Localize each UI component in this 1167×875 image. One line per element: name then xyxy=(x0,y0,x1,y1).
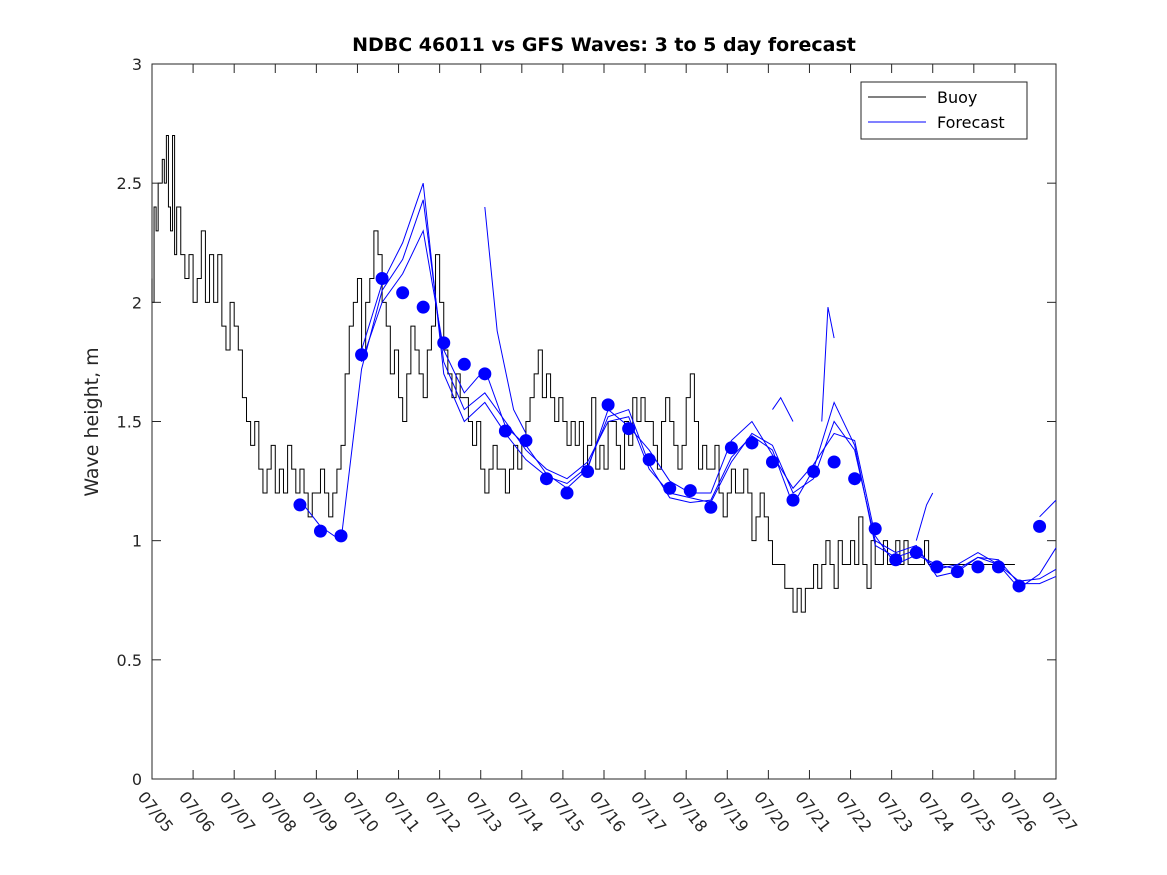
buoy-line xyxy=(151,135,1015,613)
forecast-point xyxy=(889,553,903,567)
forecast-point xyxy=(663,481,677,495)
forecast-point xyxy=(1033,519,1047,533)
forecast-point xyxy=(848,472,862,486)
forecast-point xyxy=(909,546,923,560)
forecast-point xyxy=(786,493,800,507)
forecast-point xyxy=(396,286,410,300)
forecast-point xyxy=(334,529,348,543)
forecast-point xyxy=(827,455,841,469)
forecast-run-line xyxy=(361,183,1057,582)
forecast-point xyxy=(950,565,964,579)
forecast-point xyxy=(991,560,1005,574)
forecast-point xyxy=(498,424,512,438)
forecast-point xyxy=(1012,579,1026,593)
forecast-markers xyxy=(293,272,1047,593)
y-tick-label: 1 xyxy=(132,532,142,551)
y-tick-label: 2 xyxy=(132,293,142,312)
forecast-point xyxy=(683,484,697,498)
forecast-point xyxy=(581,465,595,479)
forecast-point xyxy=(807,465,821,479)
legend: Buoy Forecast xyxy=(860,81,1028,140)
forecast-point xyxy=(704,500,718,514)
forecast-point xyxy=(478,367,492,381)
legend-label-buoy: Buoy xyxy=(937,88,977,107)
y-axis-label: Wave height, m xyxy=(81,347,103,496)
forecast-point xyxy=(745,436,759,450)
forecast-point xyxy=(375,272,389,285)
forecast-point xyxy=(293,498,307,512)
forecast-point xyxy=(601,398,615,412)
forecast-point xyxy=(930,560,944,574)
forecast-point xyxy=(765,455,779,469)
forecast-point xyxy=(437,336,451,350)
buoy-series xyxy=(151,135,1015,613)
legend-box xyxy=(860,81,1028,140)
forecast-point xyxy=(355,348,369,362)
forecast-point xyxy=(724,441,738,455)
plot-area: 00.511.522.5307/0507/0607/0707/0807/0907… xyxy=(117,55,1082,836)
forecast-point xyxy=(539,472,553,486)
forecast-point xyxy=(416,300,430,314)
forecast-point xyxy=(313,524,327,538)
forecast-point xyxy=(457,357,471,371)
forecast-point xyxy=(868,522,882,536)
forecast-point xyxy=(519,434,533,448)
forecast-point xyxy=(642,453,656,467)
legend-label-forecast: Forecast xyxy=(937,113,1005,132)
y-tick-label: 0.5 xyxy=(117,651,142,670)
forecast-run-line xyxy=(1039,499,1057,518)
forecast-run-line xyxy=(915,492,934,541)
y-tick-label: 1.5 xyxy=(117,413,142,432)
forecast-run-line xyxy=(821,307,835,422)
chart-title: NDBC 46011 vs GFS Waves: 3 to 5 day fore… xyxy=(352,34,856,56)
y-tick-label: 2.5 xyxy=(117,174,142,193)
forecast-run-line xyxy=(484,206,527,434)
forecast-point xyxy=(971,560,985,574)
y-tick-label: 0 xyxy=(132,770,142,789)
forecast-point xyxy=(560,486,574,500)
forecast-run-line xyxy=(772,396,794,422)
forecast-run-line xyxy=(361,229,1057,590)
y-tick-label: 3 xyxy=(132,55,142,74)
forecast-point xyxy=(622,422,636,436)
